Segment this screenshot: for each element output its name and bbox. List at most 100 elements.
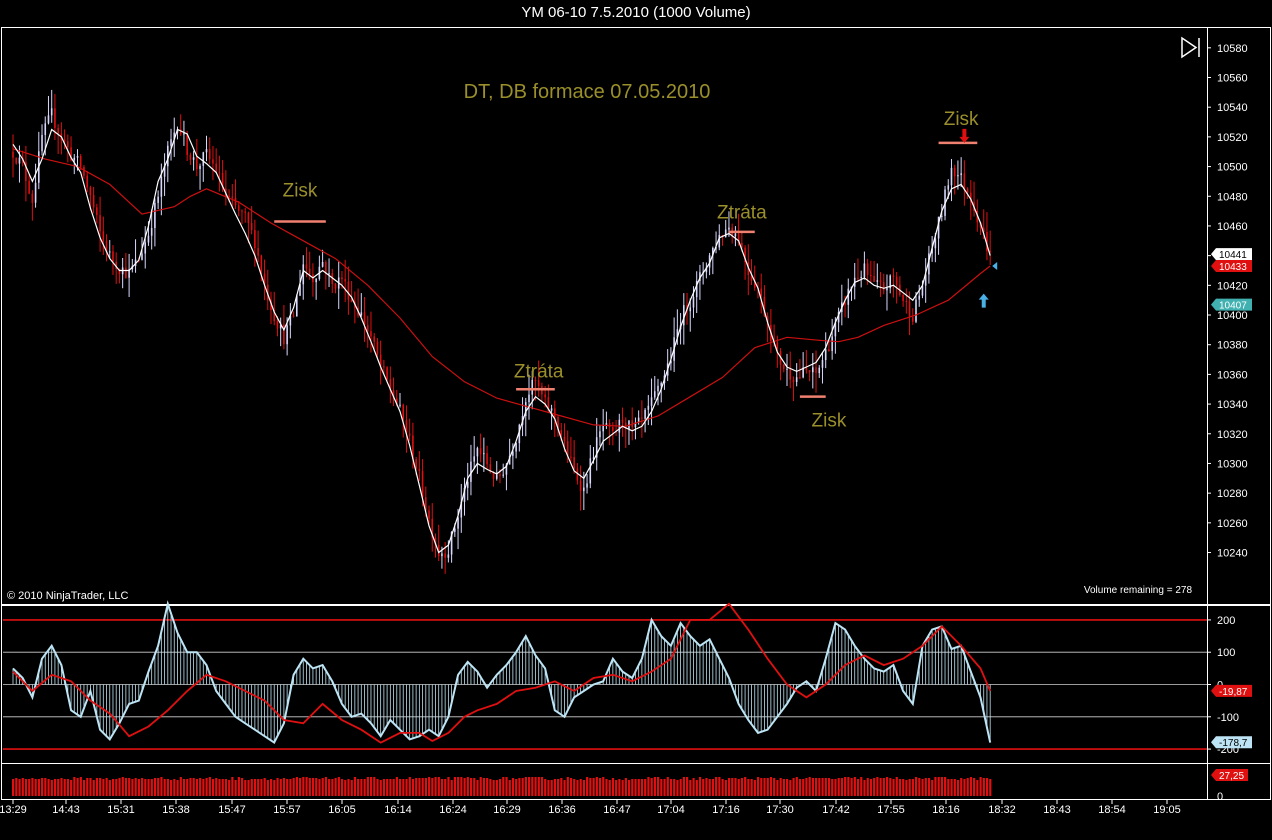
- volume-bar: [869, 779, 873, 796]
- candle-bar: [805, 350, 808, 374]
- candle-bar: [915, 291, 917, 324]
- volume-bar: [960, 778, 963, 796]
- candle-body: [463, 487, 466, 502]
- volume-bar: [724, 780, 727, 796]
- candle-body: [902, 294, 904, 302]
- candle-body: [373, 336, 375, 342]
- cci-value-tag: -19,87: [1211, 684, 1252, 698]
- volume-bar: [905, 780, 908, 796]
- candle-bar: [957, 160, 959, 190]
- buy-arrow-icon: [978, 293, 989, 308]
- volume-bar: [673, 779, 676, 796]
- candle-body: [289, 315, 292, 326]
- candle-body: [105, 240, 108, 253]
- candle-body: [692, 297, 695, 308]
- candle-body: [163, 166, 166, 177]
- candle-body: [895, 276, 898, 285]
- candle-bar: [766, 312, 769, 343]
- volume-bar: [486, 778, 489, 796]
- candle-body: [563, 436, 566, 442]
- candle-body: [196, 157, 198, 170]
- time-axis-label: 18:54: [1098, 804, 1126, 816]
- volume-bar: [618, 779, 621, 796]
- candle-body: [928, 253, 930, 275]
- candle-bar: [889, 274, 891, 294]
- volume-bar: [592, 778, 595, 796]
- volume-bar: [147, 779, 150, 796]
- candle-body: [828, 349, 830, 352]
- candle-body: [31, 193, 34, 203]
- candle-bar: [744, 245, 746, 280]
- candle-bar: [666, 349, 669, 382]
- volume-bar: [308, 778, 311, 796]
- candle-bar: [83, 165, 85, 179]
- volume-bar: [234, 780, 237, 796]
- volume-bar: [318, 779, 321, 796]
- volume-bar: [521, 778, 524, 796]
- cci-signal-line: [12, 602, 992, 744]
- volume-bar: [160, 777, 163, 796]
- volume-bar: [734, 778, 737, 796]
- volume-bar: [879, 778, 882, 796]
- volume-bar: [553, 779, 556, 796]
- volume-bar: [744, 777, 747, 796]
- candle-body: [18, 157, 21, 164]
- skip-forward-icon[interactable]: [1181, 36, 1200, 59]
- candle-body: [647, 405, 650, 410]
- volume-bar: [834, 779, 837, 796]
- volume-bar: [644, 779, 647, 796]
- volume-bar: [911, 779, 914, 796]
- volume-bar: [708, 779, 711, 796]
- candle-body: [544, 394, 546, 398]
- volume-bar: [282, 778, 286, 796]
- candle-body: [47, 115, 50, 124]
- candle-body: [347, 281, 350, 300]
- volume-bar: [505, 777, 508, 796]
- candle-bar: [950, 158, 953, 202]
- candle-bar: [537, 360, 540, 397]
- candle-bar: [515, 442, 517, 459]
- candle-bar: [41, 124, 43, 156]
- volume-bar: [60, 778, 63, 796]
- candle-bar: [431, 503, 434, 552]
- candle-bar: [373, 333, 375, 352]
- volume-bar: [844, 777, 847, 796]
- candle-body: [299, 284, 301, 296]
- candle-bar: [47, 96, 50, 125]
- volume-bar: [99, 778, 102, 796]
- candle-body: [634, 422, 637, 428]
- candle-body: [154, 202, 156, 229]
- price-tag-label: 10441: [1219, 250, 1247, 261]
- volume-bar: [608, 780, 611, 796]
- candle-body: [683, 305, 685, 326]
- price-axis-label: 10380: [1217, 340, 1248, 352]
- candle-bar: [31, 190, 34, 221]
- cci-value-tag-shape: [1211, 684, 1252, 697]
- volume-bar: [144, 779, 147, 796]
- candle-bar: [512, 443, 514, 470]
- candle-body: [202, 152, 205, 166]
- candle-body: [208, 149, 211, 160]
- volume-bar: [824, 778, 827, 796]
- candle-body: [399, 404, 401, 406]
- candle-bar: [599, 425, 601, 446]
- candle-bar: [928, 245, 930, 284]
- volume-bar: [270, 779, 273, 796]
- candle-bar: [34, 163, 37, 208]
- candle-bar: [279, 317, 282, 347]
- volume-bar: [973, 778, 976, 796]
- candle-body: [308, 268, 311, 275]
- volume-bar: [240, 778, 244, 796]
- volume-bar: [460, 777, 463, 796]
- candle-bar: [292, 311, 295, 318]
- volume-bar: [860, 777, 863, 796]
- volume-bar: [95, 778, 99, 796]
- candle-body: [247, 212, 250, 224]
- volume-bar: [399, 779, 402, 796]
- volume-bar: [818, 778, 821, 796]
- candle-bar: [660, 381, 663, 403]
- candle-body: [653, 391, 656, 398]
- volume-bar: [137, 779, 140, 796]
- volume-bar: [850, 778, 853, 796]
